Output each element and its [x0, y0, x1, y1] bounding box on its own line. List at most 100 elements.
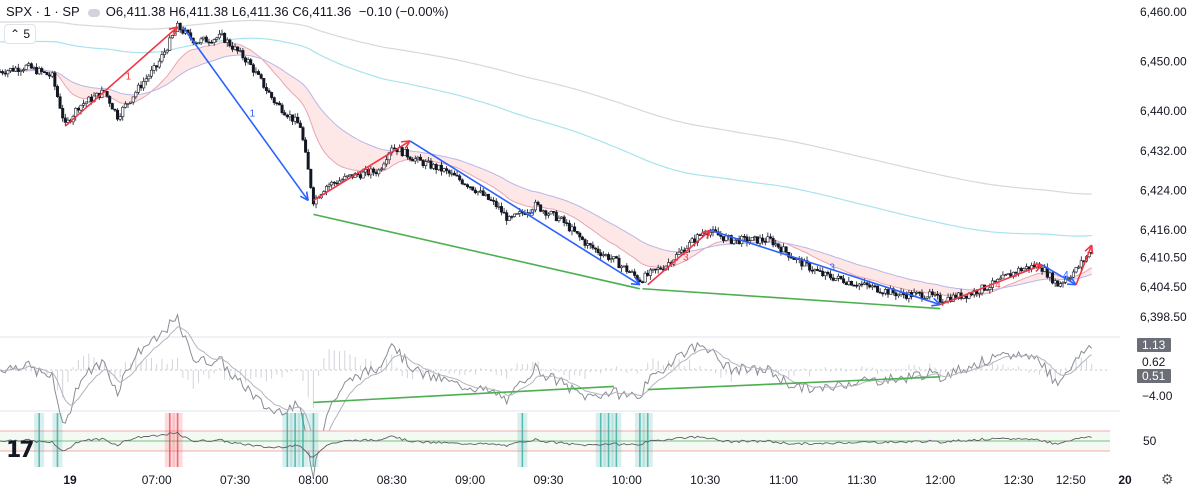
candle: [698, 233, 702, 237]
candle: [896, 293, 900, 298]
candle: [142, 77, 146, 91]
gear-icon[interactable]: ⚙: [1161, 471, 1174, 487]
candle: [818, 267, 822, 272]
candle: [35, 63, 39, 75]
oscillator-divergence-line: [647, 376, 941, 391]
candle: [677, 248, 681, 255]
wave-label: 3: [829, 262, 835, 273]
candle: [27, 61, 31, 67]
x-tick-label: 09:30: [533, 473, 563, 487]
candle: [860, 280, 864, 288]
candle: [510, 215, 514, 220]
candle: [249, 57, 253, 66]
ema-gray-line: [0, 19, 1092, 195]
candle: [149, 66, 153, 79]
candle: [695, 232, 699, 247]
candle: [855, 281, 859, 289]
candle: [808, 262, 812, 273]
candle: [259, 73, 263, 80]
candle: [463, 183, 467, 186]
candle: [215, 36, 219, 43]
open-value: 6,411.38: [115, 4, 166, 19]
candle: [719, 230, 723, 240]
candle: [418, 154, 422, 161]
candle: [84, 101, 88, 108]
candle: [196, 42, 200, 45]
x-tick-label: 07:00: [142, 473, 172, 487]
wave-arrow-down: 4: [1041, 264, 1077, 286]
y-tick-label: 6,398.50: [1140, 310, 1187, 324]
candle: [497, 202, 501, 210]
x-tick-label: 10:30: [690, 473, 720, 487]
low-label: L: [231, 4, 239, 19]
candle: [16, 63, 20, 76]
candle: [539, 204, 543, 213]
candles-layer: [0, 20, 1094, 306]
candle: [1001, 271, 1005, 279]
candle: [306, 149, 310, 170]
candle: [836, 273, 840, 282]
open-label: O: [105, 4, 116, 19]
candle: [1058, 281, 1062, 288]
candle: [546, 212, 550, 219]
candle: [296, 113, 300, 124]
candle: [985, 288, 989, 292]
candle: [304, 137, 308, 153]
candle: [155, 65, 159, 72]
candle: [254, 67, 258, 75]
candle: [586, 239, 590, 249]
ema-blue-line: [0, 37, 1092, 237]
candle: [280, 102, 284, 115]
wave-arrow-up: 4: [939, 263, 1043, 306]
candle: [865, 281, 869, 290]
candle: [144, 74, 148, 86]
candle: [878, 288, 882, 294]
candle: [659, 265, 663, 271]
value-badge: [1137, 369, 1171, 383]
candle: [228, 38, 232, 48]
oscillator-axis-label: 1.13: [1142, 338, 1166, 352]
candle: [50, 71, 54, 79]
interval-toggle-button[interactable]: ⌃ 5: [4, 24, 36, 44]
candle: [573, 222, 577, 233]
y-tick-label: 6,432.00: [1140, 144, 1187, 158]
candle: [37, 66, 41, 75]
candle: [507, 215, 511, 221]
x-tick-label: 07:30: [220, 473, 250, 487]
tradingview-logo-icon[interactable]: 17: [6, 438, 35, 463]
candle: [654, 268, 658, 274]
candle: [646, 269, 650, 277]
candle: [601, 251, 605, 258]
symbol-label[interactable]: SPX · 1 · SP: [6, 4, 80, 19]
candle: [560, 216, 564, 220]
candle: [768, 233, 772, 240]
candle: [489, 196, 493, 202]
candle: [241, 48, 245, 61]
eye-icon[interactable]: [87, 8, 100, 17]
candle: [1056, 280, 1060, 287]
candle: [405, 146, 409, 160]
candle: [889, 285, 893, 295]
wave-label: 3: [529, 208, 535, 219]
candle: [19, 68, 23, 76]
candle: [332, 181, 336, 187]
oscillator-pane: 1.13 0.620.51 −4.00: [0, 312, 1173, 478]
candle: [29, 62, 33, 69]
candle: [118, 113, 122, 122]
close-value: 6,411.36: [301, 4, 352, 19]
candle: [434, 162, 438, 174]
candle: [842, 275, 846, 284]
candle: [625, 263, 629, 274]
candle: [432, 162, 436, 171]
low-value: 6,411.36: [238, 4, 289, 19]
candle: [716, 227, 720, 236]
wave-arrow-up: [1075, 244, 1094, 286]
divergence-lines-layer: [313, 213, 941, 310]
candle: [139, 81, 143, 91]
candle: [113, 108, 117, 113]
candle: [40, 66, 44, 76]
candle: [549, 210, 553, 215]
candle: [531, 208, 535, 215]
candle: [638, 277, 642, 283]
